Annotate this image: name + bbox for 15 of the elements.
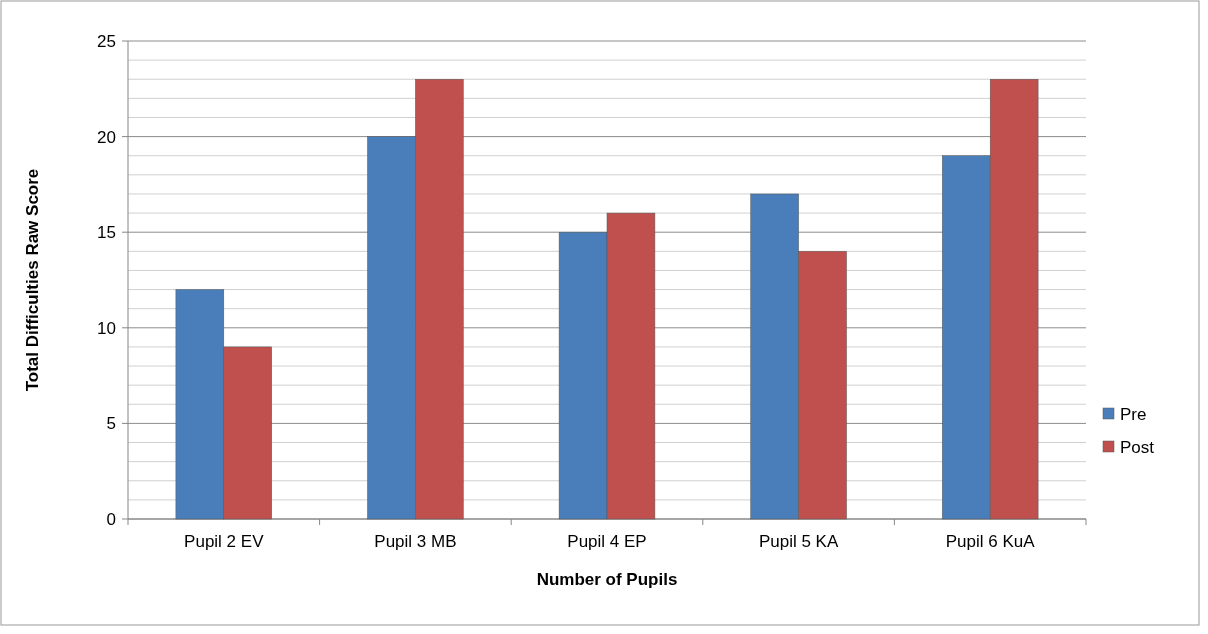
y-tick-label: 0 <box>106 509 116 529</box>
x-tick-label: Pupil 2 EV <box>184 532 265 551</box>
x-tick-label: Pupil 5 KA <box>758 532 839 551</box>
y-tick-label: 15 <box>97 223 116 243</box>
legend-label: Pre <box>1120 404 1147 424</box>
legend-label: Post <box>1120 437 1155 457</box>
y-tick-label: 20 <box>97 127 116 147</box>
y-tick-label: 25 <box>97 31 116 51</box>
x-tick-label: Pupil 6 KuA <box>945 532 1036 551</box>
x-tick-label: Pupil 4 EP <box>567 532 647 551</box>
x-tick-label: Pupil 3 MB <box>374 532 457 551</box>
y-tick-label: 5 <box>106 414 116 434</box>
y-tick-label: 10 <box>97 318 116 338</box>
y-axis-title: Total Difficulties Raw Score <box>23 168 42 392</box>
x-axis-title: Number of Pupils <box>536 570 678 589</box>
